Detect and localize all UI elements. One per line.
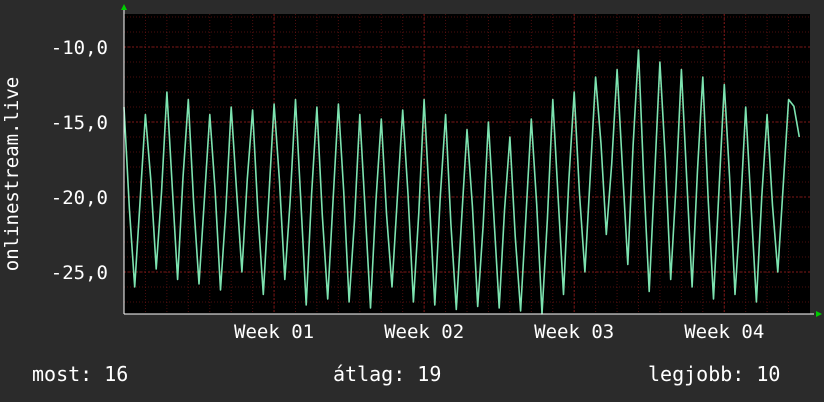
grid-lines (124, 14, 810, 314)
x-tick-label: Week 03 (534, 321, 614, 343)
series-line (123, 49, 801, 315)
tick-labels: -10,0 -15,0 -20,0 -25,0 Week 01 Week 02 Week 0… (51, 37, 764, 343)
y-axis-label: onlinestream.live (1, 77, 23, 271)
y-tick-label: -10,0 (51, 37, 108, 59)
y-tick-label: -25,0 (51, 262, 108, 284)
x-axis-arrow (816, 311, 822, 317)
x-tick-label: Week 02 (384, 321, 464, 343)
stat-best: legjobb: 10 (648, 362, 781, 386)
y-tick-label: -15,0 (51, 112, 108, 134)
series-group (123, 49, 801, 315)
stat-average: átlag: 19 (333, 362, 442, 386)
y-axis-arrow (121, 4, 127, 10)
stat-now: most: 16 (32, 362, 129, 386)
x-tick-label: Week 04 (684, 321, 764, 343)
x-tick-label: Week 01 (234, 321, 314, 343)
axes (121, 4, 822, 317)
y-tick-label: -20,0 (51, 187, 108, 209)
